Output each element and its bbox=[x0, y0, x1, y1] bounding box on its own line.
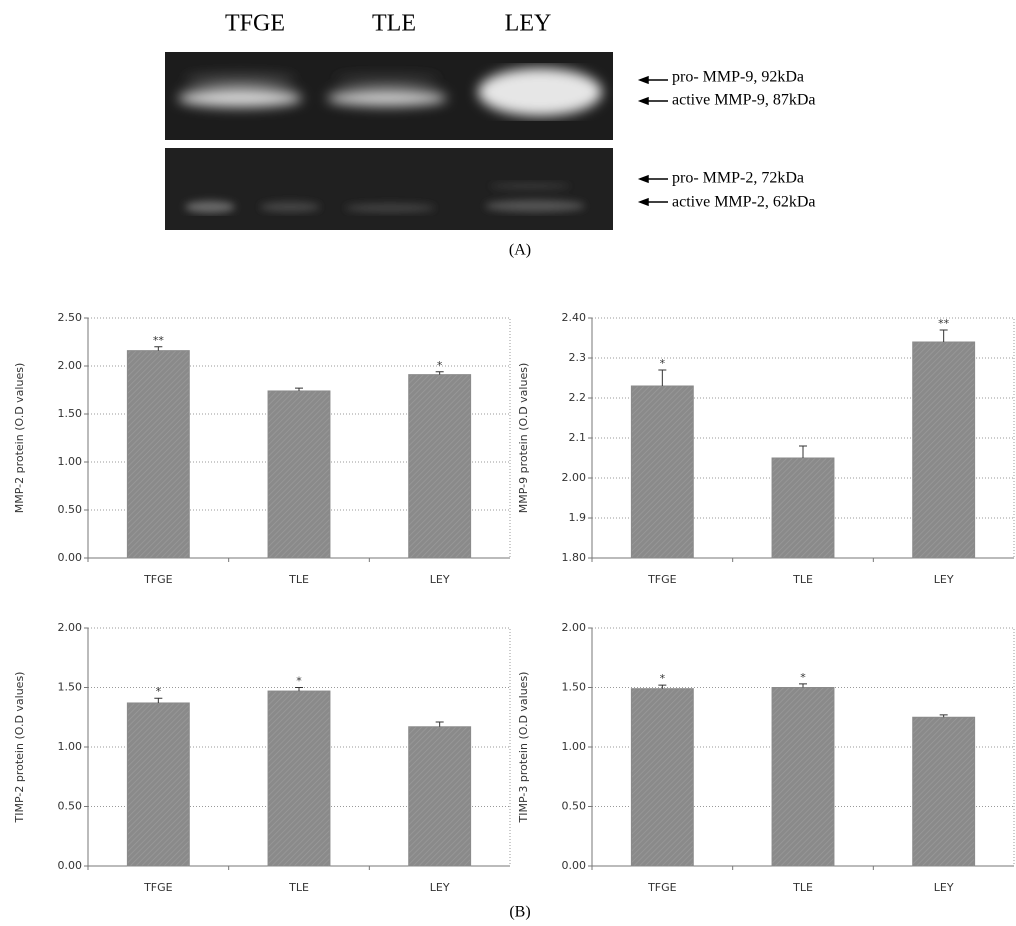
figure: TFGE TLE LEY pro- MMP-9, 92kDa active MM… bbox=[0, 0, 1016, 926]
error-bar bbox=[154, 698, 162, 703]
significance: ** bbox=[153, 334, 165, 347]
y-tick-label: 2.1 bbox=[569, 431, 587, 444]
error-bar bbox=[658, 370, 666, 386]
bar bbox=[772, 688, 834, 867]
y-tick-label: 1.00 bbox=[58, 740, 83, 753]
error-bar bbox=[658, 685, 666, 689]
band-label: pro- MMP-9, 92kDa bbox=[672, 69, 804, 86]
bar bbox=[913, 717, 975, 866]
x-tick-label: TLE bbox=[792, 573, 813, 586]
bar bbox=[913, 342, 975, 558]
band-label: active MMP-2, 62kDa bbox=[672, 194, 816, 211]
y-tick-label: 0.00 bbox=[58, 859, 83, 872]
significance: * bbox=[296, 675, 302, 688]
bar bbox=[409, 375, 471, 558]
x-tick-label: TFGE bbox=[143, 881, 173, 894]
bar bbox=[127, 351, 189, 558]
bar bbox=[409, 727, 471, 866]
y-tick-label: 1.50 bbox=[562, 681, 587, 694]
y-tick-label: 2.00 bbox=[562, 621, 587, 634]
bar bbox=[268, 391, 330, 558]
y-tick-label: 1.50 bbox=[58, 407, 83, 420]
band-label: active MMP-9, 87kDa bbox=[672, 92, 816, 109]
x-tick-label: TLE bbox=[288, 573, 309, 586]
error-bar bbox=[295, 688, 303, 692]
y-tick-label: 2.00 bbox=[58, 359, 83, 372]
bar bbox=[772, 458, 834, 558]
x-tick-label: TFGE bbox=[647, 881, 677, 894]
lane-label: TLE bbox=[372, 11, 416, 37]
y-tick-label: 0.00 bbox=[562, 859, 587, 872]
y-tick-label: 0.50 bbox=[562, 800, 587, 813]
x-tick-label: TFGE bbox=[647, 573, 677, 586]
significance: * bbox=[660, 672, 666, 685]
bar bbox=[127, 703, 189, 866]
y-tick-label: 1.50 bbox=[58, 681, 83, 694]
error-bar bbox=[436, 722, 444, 727]
bar bbox=[268, 691, 330, 866]
significance: * bbox=[437, 359, 443, 372]
significance: * bbox=[660, 357, 666, 370]
x-tick-label: LEY bbox=[934, 573, 954, 586]
y-tick-label: 2.40 bbox=[562, 311, 587, 324]
y-axis-label: MMP-2 protein (O.D values) bbox=[13, 363, 26, 513]
y-axis-label: TIMP-2 protein (O.D values) bbox=[13, 672, 26, 824]
band-label: pro- MMP-2, 72kDa bbox=[672, 170, 804, 187]
y-tick-label: 2.00 bbox=[562, 471, 587, 484]
gel-image bbox=[165, 52, 668, 230]
y-tick-label: 2.3 bbox=[569, 351, 587, 364]
y-tick-label: 1.00 bbox=[58, 455, 83, 468]
x-tick-label: TLE bbox=[792, 881, 813, 894]
panel-label: (A) bbox=[509, 242, 531, 259]
y-tick-label: 1.00 bbox=[562, 740, 587, 753]
significance: ** bbox=[938, 317, 950, 330]
y-tick-label: 0.50 bbox=[58, 800, 83, 813]
error-bar bbox=[154, 347, 162, 351]
y-tick-label: 2.50 bbox=[58, 311, 83, 324]
significance: * bbox=[800, 671, 806, 684]
y-tick-label: 2.2 bbox=[569, 391, 587, 404]
error-bar bbox=[940, 330, 948, 342]
y-tick-label: 1.9 bbox=[569, 511, 587, 524]
y-axis-label: TIMP-3 protein (O.D values) bbox=[517, 672, 530, 824]
x-tick-label: LEY bbox=[430, 881, 450, 894]
x-tick-label: TFGE bbox=[143, 573, 173, 586]
x-tick-label: TLE bbox=[288, 881, 309, 894]
bar bbox=[631, 386, 693, 558]
bar bbox=[631, 689, 693, 866]
y-axis-label: MMP-9 protein (O.D values) bbox=[517, 363, 530, 513]
error-bar bbox=[799, 684, 807, 688]
y-tick-label: 0.50 bbox=[58, 503, 83, 516]
significance: * bbox=[156, 685, 162, 698]
lane-label: TFGE bbox=[225, 11, 285, 37]
y-tick-label: 1.80 bbox=[562, 551, 587, 564]
error-bar bbox=[799, 446, 807, 458]
y-tick-label: 2.00 bbox=[58, 621, 83, 634]
x-tick-label: LEY bbox=[430, 573, 450, 586]
lane-label: LEY bbox=[505, 11, 552, 37]
y-tick-label: 0.00 bbox=[58, 551, 83, 564]
x-tick-label: LEY bbox=[934, 881, 954, 894]
panel-label: (B) bbox=[509, 904, 530, 921]
